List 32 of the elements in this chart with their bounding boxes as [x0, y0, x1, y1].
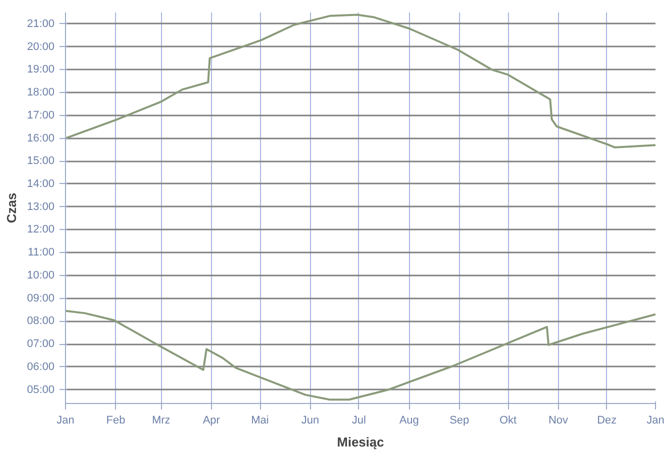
y-tick-label: 07:00	[26, 338, 55, 350]
y-tick-label: 19:00	[26, 64, 55, 76]
x-tick-label: Dez	[597, 414, 617, 426]
y-tick-label: 17:00	[26, 109, 55, 122]
y-tick-label: 16:00	[26, 132, 55, 144]
x-tick-label: Mai	[251, 414, 269, 426]
x-tick-label: Jun	[301, 414, 320, 426]
y-tick-label: 21:00	[26, 18, 55, 30]
y-tick-label: 20:00	[26, 40, 55, 53]
y-tick-label: 08:00	[26, 315, 55, 328]
x-tick-label: Jul	[352, 414, 366, 426]
x-tick-label: Sep	[450, 414, 470, 426]
x-tick-label: Aug	[399, 414, 419, 426]
y-axis-title: Czas	[4, 192, 19, 224]
x-tick-label: Feb	[106, 414, 126, 426]
y-tick-label: 09:00	[26, 292, 55, 304]
x-tick-label: Okt	[499, 414, 517, 426]
y-tick-label: 06:00	[26, 360, 55, 373]
y-tick-label: 10:00	[26, 269, 55, 282]
x-tick-label: Apr	[202, 414, 220, 426]
y-tick-label: 18:00	[26, 86, 55, 99]
x-tick-label: Jan	[56, 414, 74, 426]
y-tick-label: 11:00	[28, 246, 55, 259]
line-series	[66, 310, 656, 401]
y-tick-label: 13:00	[26, 200, 55, 213]
y-tick-label: 05:00	[26, 384, 55, 396]
x-tick-label: Mrz	[152, 414, 170, 426]
y-tick-label: 12:00	[26, 224, 55, 236]
y-tick-label: 14:00	[26, 178, 55, 190]
x-tick-label: Nov	[548, 414, 569, 426]
y-tick-label: 15:00	[26, 155, 55, 168]
x-axis-title: Miesiąc	[337, 434, 384, 450]
